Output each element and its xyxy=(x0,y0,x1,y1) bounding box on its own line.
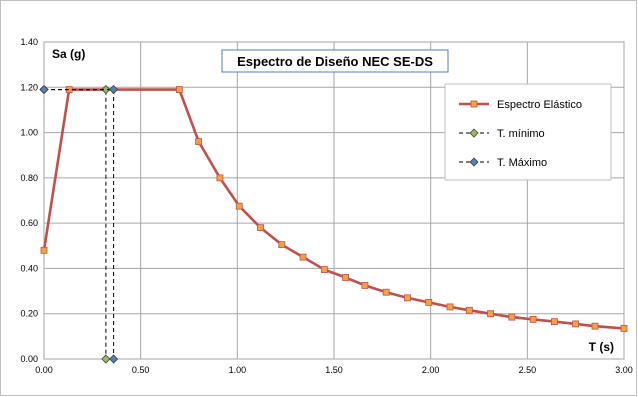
data-point xyxy=(465,306,473,314)
legend-entry: Espectro Elástico xyxy=(459,99,582,111)
data-point xyxy=(342,274,350,281)
data-point xyxy=(175,86,183,93)
data-point xyxy=(216,174,224,182)
y-tick-label: 0.80 xyxy=(20,173,38,183)
data-point xyxy=(469,157,479,167)
y-tick-label: 0.40 xyxy=(20,263,38,273)
data-point xyxy=(591,322,599,330)
data-point xyxy=(508,313,516,321)
series-layer xyxy=(39,84,628,364)
y-tick-label: 0.20 xyxy=(20,309,38,319)
data-point xyxy=(39,84,49,95)
data-point xyxy=(278,241,286,249)
chart-title-box xyxy=(221,49,449,73)
chart-title: Espectro de Diseño NEC SE-DS xyxy=(237,54,433,69)
y-tick-label: 1.20 xyxy=(20,82,38,92)
y-tick-label: 1.00 xyxy=(20,128,38,138)
x-axis-ticks: 0.00 0.50 1.00 1.50 2.00 2.50 3.00 xyxy=(35,365,633,375)
data-point xyxy=(101,354,111,364)
data-point xyxy=(446,303,454,311)
y-tick-label: 0.00 xyxy=(20,354,38,364)
x-tick-label: 2.50 xyxy=(519,365,537,375)
data-point xyxy=(40,246,48,254)
data-point xyxy=(101,84,111,95)
data-point xyxy=(235,202,243,210)
data-point xyxy=(109,84,119,95)
data-point xyxy=(469,128,479,138)
data-point xyxy=(195,138,203,146)
data-point xyxy=(470,100,478,108)
x-axis-label: T (s) xyxy=(589,340,614,354)
data-point xyxy=(299,253,307,261)
legend-entry: T. Máximo xyxy=(459,157,547,169)
x-tick-label: 0.50 xyxy=(132,365,150,375)
data-point xyxy=(425,298,433,306)
series-line xyxy=(44,89,115,359)
data-point xyxy=(382,288,390,296)
data-point xyxy=(404,294,411,302)
legend: Espectro Elástico T. mínimo T. Máximo xyxy=(444,83,612,181)
y-tick-label: 0.60 xyxy=(20,218,38,228)
data-point xyxy=(361,282,369,289)
data-point xyxy=(529,315,537,323)
y-tick-label: 1.40 xyxy=(20,37,38,47)
x-tick-label: 1.50 xyxy=(325,365,343,375)
x-tick-label: 0.00 xyxy=(35,365,53,375)
series-2 xyxy=(39,84,119,364)
series-line xyxy=(44,89,107,359)
series-line xyxy=(42,88,625,330)
data-point xyxy=(257,224,264,232)
x-tick-label: 1.00 xyxy=(229,365,247,375)
y-axis-ticks: 0.00 0.20 0.40 0.60 0.80 1.00 1.20 1.40 xyxy=(20,37,38,364)
data-point xyxy=(551,318,558,326)
data-point xyxy=(109,354,119,364)
x-tick-label: 3.00 xyxy=(615,365,633,375)
data-point xyxy=(320,266,328,273)
legend-entry: T. mínimo xyxy=(459,128,545,140)
data-point xyxy=(620,325,628,332)
x-tick-label: 2.00 xyxy=(422,365,440,375)
legend-label: T. mínimo xyxy=(497,128,545,140)
data-point xyxy=(572,320,580,328)
legend-label: T. Máximo xyxy=(497,157,547,169)
data-point xyxy=(487,310,495,318)
y-axis-label: Sa (g) xyxy=(52,47,85,61)
legend-label: Espectro Elástico xyxy=(497,99,582,111)
series-0 xyxy=(40,86,628,332)
